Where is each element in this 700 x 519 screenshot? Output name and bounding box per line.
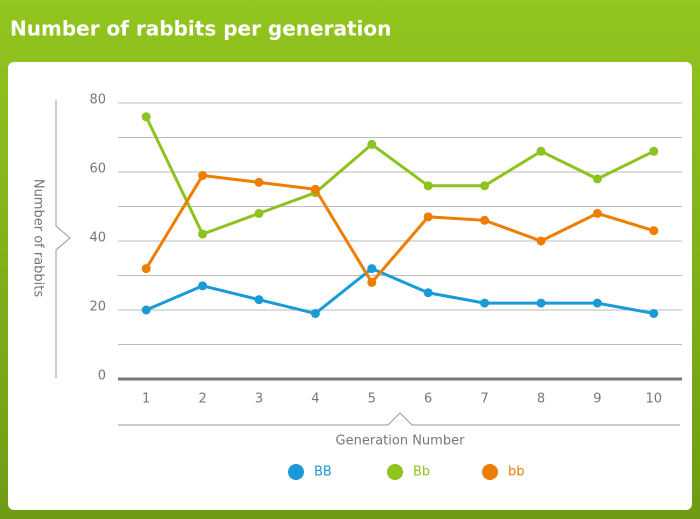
point xyxy=(592,298,602,308)
point xyxy=(367,264,377,274)
point xyxy=(141,264,151,274)
x-tick-label: 5 xyxy=(368,392,376,407)
legend-swatch xyxy=(482,464,498,480)
y-bracket xyxy=(55,100,71,378)
series-line xyxy=(144,116,655,236)
x-tick-label: 3 xyxy=(255,392,263,407)
series-line xyxy=(145,266,655,316)
point xyxy=(310,308,320,318)
x-tick-label: 6 xyxy=(424,392,432,407)
point xyxy=(254,295,264,305)
point xyxy=(310,184,320,194)
x-tick-label: 4 xyxy=(311,392,319,407)
x-tick-label: 8 xyxy=(537,392,545,407)
point xyxy=(649,226,659,236)
point xyxy=(423,181,433,191)
x-bracket xyxy=(118,412,680,426)
point xyxy=(480,181,490,191)
point xyxy=(536,298,546,308)
y-tick-label: 0 xyxy=(98,369,106,384)
legend-swatch xyxy=(288,464,304,480)
y-tick-label: 40 xyxy=(89,231,106,246)
legend-label: BB xyxy=(314,465,332,480)
point xyxy=(423,212,433,222)
point xyxy=(198,281,208,291)
point xyxy=(198,170,208,180)
y-axis-label: Number of rabbits xyxy=(31,179,46,298)
series-line xyxy=(144,173,655,285)
point xyxy=(480,298,490,308)
point xyxy=(141,112,151,122)
legend-label: Bb xyxy=(413,465,430,480)
legend-label: bb xyxy=(508,465,525,480)
point xyxy=(254,177,264,187)
legend-swatch xyxy=(387,464,403,480)
point xyxy=(367,277,377,287)
x-tick-label: 9 xyxy=(593,392,601,407)
point xyxy=(592,174,602,184)
x-tick-label: 2 xyxy=(198,392,206,407)
point xyxy=(254,208,264,218)
point xyxy=(198,229,208,239)
x-tick-label: 10 xyxy=(646,392,663,407)
point xyxy=(367,139,377,149)
point xyxy=(649,146,659,156)
point xyxy=(536,236,546,246)
point xyxy=(592,208,602,218)
y-tick-label: 60 xyxy=(89,162,106,177)
point xyxy=(480,215,490,225)
y-tick-label: 80 xyxy=(89,93,106,108)
x-tick-label: 7 xyxy=(480,392,488,407)
point xyxy=(649,308,659,318)
point xyxy=(536,146,546,156)
chart-title: Number of rabbits per generation xyxy=(10,17,391,41)
x-tick-label: 1 xyxy=(142,392,150,407)
point xyxy=(141,305,151,315)
point xyxy=(423,288,433,298)
y-tick-label: 20 xyxy=(89,300,106,315)
x-axis-label: Generation Number xyxy=(336,434,466,449)
